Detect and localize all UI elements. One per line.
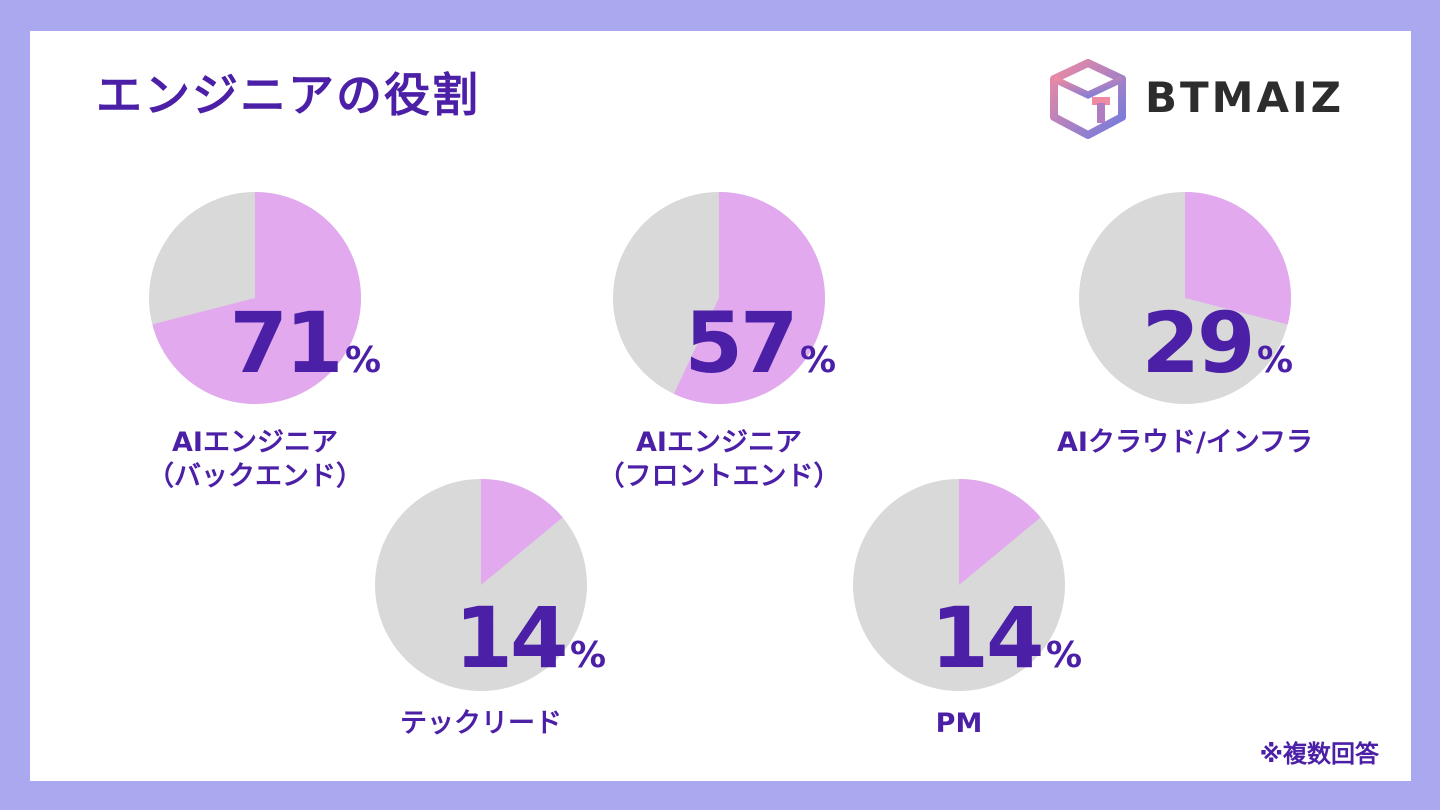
pie-category-label-line: AIクラウド/インフラ — [1057, 427, 1313, 458]
pie-category-label-line: （フロントエンド） — [597, 461, 841, 492]
pie-category-label-line: （バックエンド） — [147, 461, 363, 492]
logo-wordmark: BTMAIZ — [1145, 73, 1345, 122]
footnote: ※複数回答 — [1259, 740, 1379, 768]
pie-category-label-line: PM — [935, 708, 983, 739]
slide-card: エンジニアの役割 BTMAIZ ※複数回答 — [30, 31, 1411, 781]
pie-category-label: PM — [799, 707, 1119, 741]
brand-logo: BTMAIZ — [1050, 59, 1390, 139]
pie-category-label-line: AIエンジニア — [636, 427, 802, 458]
pie-category-label-line: AIエンジニア — [172, 427, 338, 458]
pie-category-label: AIエンジニア （フロントエンド） — [559, 426, 879, 494]
pie-category-label: テックリード — [321, 707, 641, 741]
pie-category-label-line: テックリード — [400, 708, 562, 739]
pie-category-label: AIクラウド/インフラ — [1025, 426, 1345, 460]
page-title: エンジニアの役割 — [96, 68, 480, 122]
cube-logo-icon — [1050, 59, 1126, 139]
pie-category-label: AIエンジニア （バックエンド） — [95, 426, 415, 494]
